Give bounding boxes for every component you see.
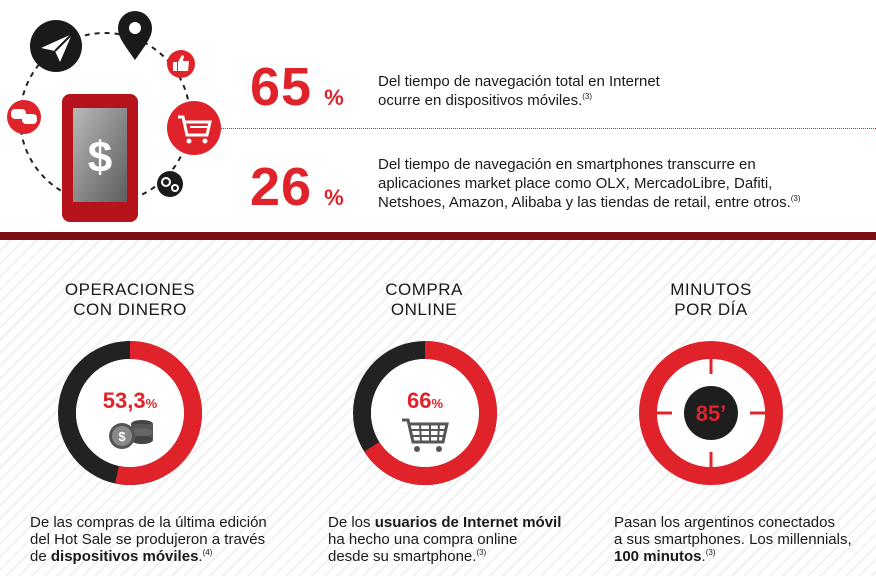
stat-26-percent: 26% (250, 160, 344, 214)
ring-chart-operaciones: 53,3% $ (58, 341, 202, 485)
title-line: ONLINE (390, 300, 458, 319)
title-line: COMPRA (385, 280, 463, 299)
stat-number: 65 (250, 57, 313, 117)
bold-text: dispositivos móviles (50, 548, 199, 565)
ring-unit: % (431, 396, 443, 411)
column-title-minutos: MINUTOS POR DÍA (591, 280, 831, 320)
desc-line: Del tiempo de navegación total en Intern… (378, 73, 660, 90)
stat-26-description: Del tiempo de navegación en smartphones … (378, 155, 801, 212)
gears-icon (157, 171, 183, 197)
desc-line: Netshoes, Amazon, Alibaba y las tiendas … (378, 193, 801, 212)
svg-text:$: $ (118, 429, 126, 444)
phone-illustration: $ (7, 11, 221, 222)
clock-graphic: 85’ (639, 341, 783, 485)
ring-unit: % (146, 396, 158, 411)
stat-sign: % (324, 85, 344, 110)
clock-value: 85’ (696, 401, 727, 426)
svg-text:66%: 66% (407, 388, 443, 413)
text-line: de dispositivos móviles.(4) (30, 548, 213, 565)
ring-value-arc (115, 341, 202, 485)
chat-bubbles-icon (7, 100, 41, 134)
column-text-minutos: Pasan los argentinos conectados a sus sm… (614, 514, 874, 565)
text-line: De los usuarios de Internet móvil (328, 514, 562, 531)
desc-line: Del tiempo de navegación en smartphones … (378, 156, 756, 173)
svg-text:53,3%: 53,3% (103, 388, 158, 413)
desc-line: aplicaciones market place como OLX, Merc… (378, 175, 773, 192)
text-line: De las compras de la última edición (30, 514, 267, 531)
text-line: a sus smartphones. Los millennials, (614, 531, 852, 548)
stat-number: 26 (250, 157, 313, 217)
column-text-compra: De los usuarios de Internet móvil ha hec… (328, 514, 588, 565)
reference-mark: (3) (790, 194, 801, 203)
bottom-section: OPERACIONES CON DINERO 53,3% $ De las co… (0, 240, 876, 576)
bold-text: 100 minutos (614, 548, 702, 565)
dollar-icon: $ (88, 133, 112, 182)
desc-line: ocurre en dispositivos móviles.(3) (378, 91, 660, 110)
title-line: MINUTOS (670, 280, 752, 299)
section-divider (0, 232, 876, 240)
title-line: POR DÍA (674, 300, 748, 319)
stat-sign: % (324, 185, 344, 210)
dotted-separator (218, 128, 876, 129)
desc-text: Netshoes, Amazon, Alibaba y las tiendas … (378, 194, 791, 211)
stat-65-description: Del tiempo de navegación total en Intern… (378, 72, 660, 110)
clock-ring (639, 341, 783, 485)
thumbs-up-icon (167, 50, 195, 78)
column-text-operaciones: De las compras de la última edición del … (30, 514, 300, 565)
text-line: ha hecho una compra online (328, 531, 518, 548)
shopping-cart-icon (167, 101, 221, 155)
column-title-compra: COMPRA ONLINE (304, 280, 544, 320)
top-section: $ (0, 0, 876, 232)
title-line: CON DINERO (73, 300, 187, 319)
reference-mark: (3) (705, 548, 716, 557)
ring-chart-compra: 66% (353, 341, 497, 485)
reference-mark: (4) (202, 548, 213, 557)
text-line: del Hot Sale se produjeron a través (30, 531, 266, 548)
reference-mark: (3) (582, 92, 593, 101)
ring-value: 66 (407, 388, 431, 413)
bold-text: usuarios de Internet móvil (374, 514, 562, 531)
shopping-cart-icon (402, 418, 449, 452)
map-pin-icon (118, 11, 152, 60)
paper-plane-icon (30, 20, 82, 72)
column-title-operaciones: OPERACIONES CON DINERO (10, 280, 250, 320)
ring-value: 53,3 (103, 388, 146, 413)
reference-mark: (3) (476, 548, 487, 557)
coins-icon: $ (109, 420, 153, 449)
title-line: OPERACIONES (64, 280, 196, 299)
ring-value-arc (364, 341, 497, 485)
stat-65-percent: 65% (250, 60, 344, 114)
desc-text: ocurre en dispositivos móviles. (378, 92, 583, 109)
smartphone (62, 94, 138, 222)
clock-center-disc (684, 386, 738, 440)
text-line: 100 minutos.(3) (614, 548, 716, 565)
text-line: desde su smartphone.(3) (328, 548, 487, 565)
text-line: Pasan los argentinos conectados (614, 514, 835, 531)
